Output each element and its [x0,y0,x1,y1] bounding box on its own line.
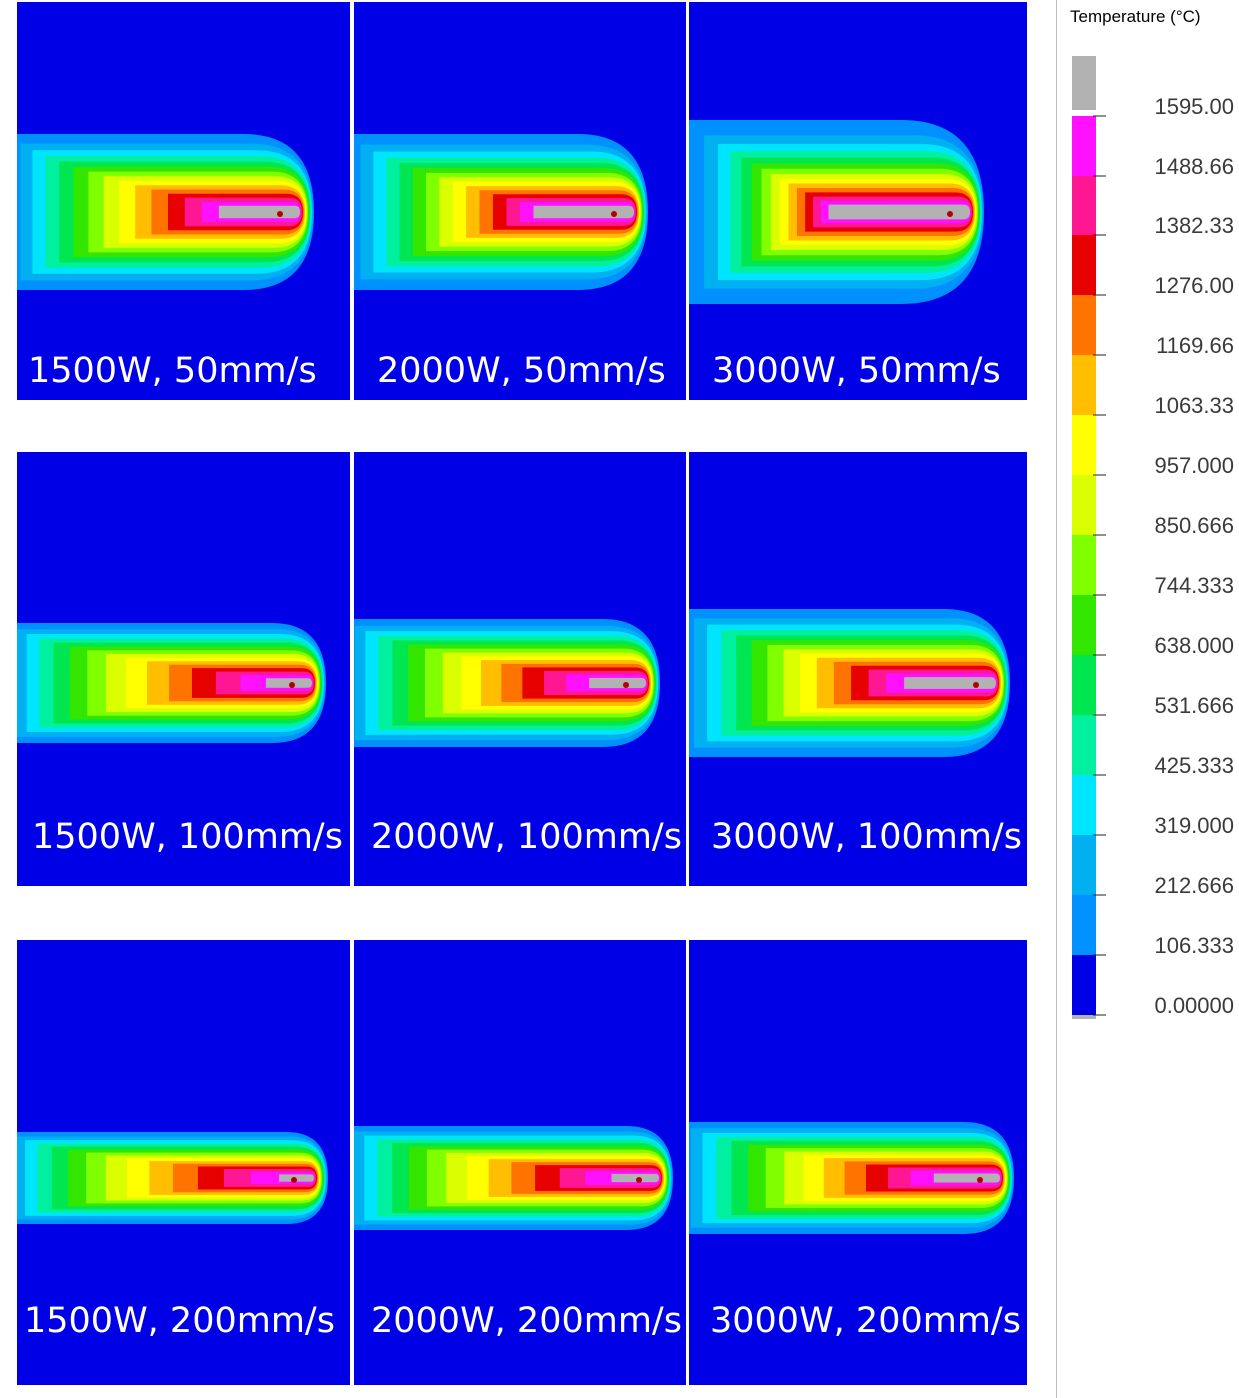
legend-swatch [1072,655,1096,715]
legend-swatch [1072,955,1096,1015]
probe-node-marker [611,211,617,217]
panel-label: 1500W, 50mm/s [28,351,317,391]
legend-swatch [1072,895,1096,955]
probe-node-marker [636,1177,642,1183]
legend-swatch [1072,775,1096,835]
panel-label: 3000W, 200mm/s [710,1301,1021,1341]
probe-node-marker [973,682,979,688]
legend-swatch [1072,595,1096,655]
legend-swatch [1072,116,1096,176]
legend-tick-label: 531.666 [1154,693,1234,718]
legend-colorbar: 1595.00 1488.66 1382.33 1276.00 1169.66 1063.… [1072,56,1234,1019]
panel-label: 3000W, 100mm/s [711,817,1022,857]
temperature-plot-panel: 1500W, 100mm/s [17,452,350,886]
panel-label: 1500W, 200mm/s [24,1301,335,1341]
temperature-plot-panel: 3000W, 200mm/s [689,940,1027,1385]
melt-pool-region [828,204,970,220]
panel-label: 2000W, 200mm/s [371,1301,682,1341]
probe-node-marker [623,682,629,688]
melt-pool-region [266,678,312,688]
panel-label: 1500W, 100mm/s [32,817,343,857]
column-divider [1056,0,1057,1398]
temperature-plot-panel: 1500W, 50mm/s [17,2,350,400]
legend-tick-label: 1169.66 [1156,333,1234,358]
temperature-plot-panel: 2000W, 50mm/s [354,2,686,400]
melt-pool-region [533,205,634,219]
legend-swatch [1072,835,1096,895]
probe-node-marker [291,1177,297,1183]
legend-swatch [1072,176,1096,235]
legend-tick-label: 1063.33 [1154,393,1234,418]
temperature-plot-panel: 3000W, 50mm/s [689,2,1027,400]
probe-node-marker [277,211,283,217]
panel-label: 3000W, 50mm/s [712,351,1001,391]
legend-swatch [1072,415,1096,475]
melt-pool-region [611,1173,659,1183]
legend-swatch-bottom [1072,1015,1096,1019]
legend-tick-label: 1382.33 [1154,213,1234,238]
legend-tick-label: 1488.66 [1154,154,1234,179]
legend-swatch [1072,295,1096,355]
legend-tick-label: 106.333 [1154,933,1234,958]
melt-pool-region [589,677,646,689]
legend-tick-label: 0.00000 [1154,993,1234,1018]
legend-tick-label: 1276.00 [1154,273,1234,298]
legend-swatch [1072,355,1096,415]
temperature-plot-panel: 2000W, 100mm/s [354,452,686,886]
legend-swatch [1072,235,1096,295]
legend-tick-label: 850.666 [1154,513,1234,538]
legend-swatch-grey [1072,56,1096,110]
temperature-plot-panel: 3000W, 100mm/s [689,452,1027,886]
melt-pool-region [933,1173,1000,1183]
legend-swatch [1072,475,1096,535]
legend-tick-label: 212.666 [1154,873,1234,898]
legend-tick-label: 638.000 [1154,633,1234,658]
legend-tick-label: 425.333 [1154,753,1234,778]
temperature-plot-panel: 2000W, 200mm/s [354,940,686,1385]
panel-label: 2000W, 50mm/s [377,351,666,391]
probe-node-marker [947,211,953,217]
legend-title: Temperature (°C) [1070,7,1201,26]
melt-pool-region [904,677,996,689]
legend-tick-label: 1595.00 [1154,94,1234,119]
probe-node-marker [977,1177,983,1183]
probe-node-marker [289,682,295,688]
melt-pool-region [279,1174,314,1182]
legend-tick-label: 957.000 [1154,453,1234,478]
legend-tick-label: 744.333 [1154,573,1234,598]
legend-swatch [1072,715,1096,775]
temperature-plot-panel: 1500W, 200mm/s [17,940,350,1385]
panel-label: 2000W, 100mm/s [371,817,682,857]
legend-swatch [1072,535,1096,595]
legend-tick-label: 319.000 [1154,813,1234,838]
melt-pool-region [218,205,300,219]
